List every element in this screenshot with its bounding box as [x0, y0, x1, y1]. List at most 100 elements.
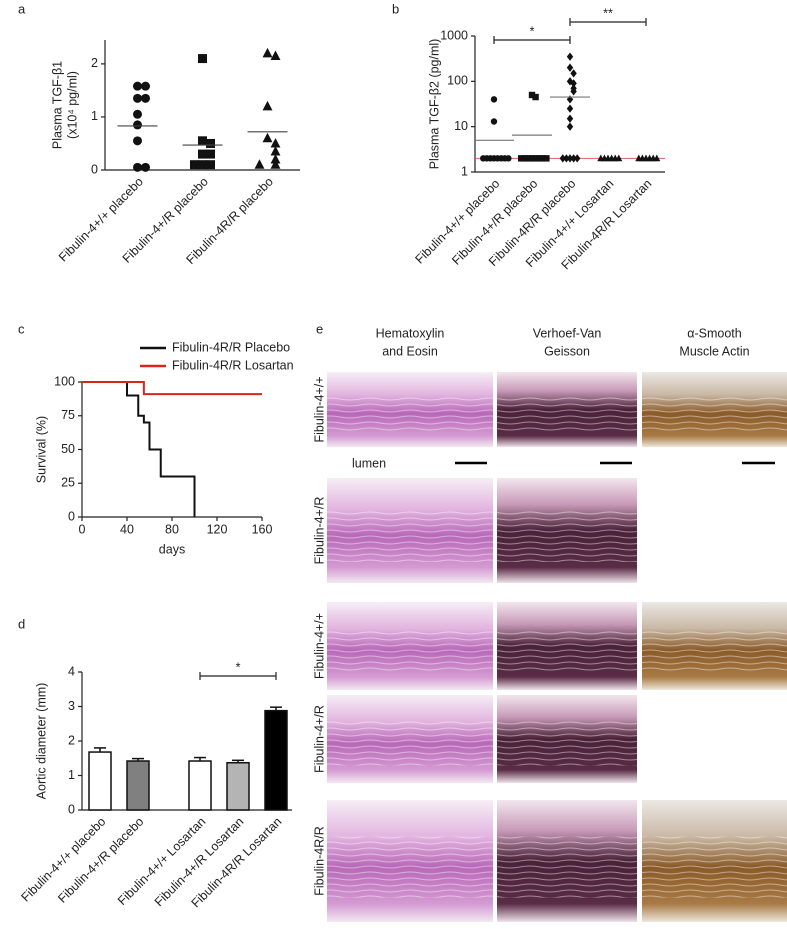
data-point [566, 114, 574, 123]
bar [226, 761, 250, 811]
column-header: Muscle Actin [679, 344, 749, 358]
survival-line [82, 381, 196, 517]
data-point [262, 100, 273, 111]
bar [126, 760, 150, 811]
histology-texture [327, 721, 493, 766]
row-label: Fibulin-4+/R [312, 705, 326, 773]
data-point [570, 69, 577, 78]
histology-texture [327, 394, 493, 432]
histology-texture [642, 836, 787, 898]
row-label: Fibulin-4+/+ [312, 613, 326, 679]
x-tick-label: 40 [120, 522, 134, 536]
data-point [141, 162, 150, 172]
data-point [566, 122, 574, 131]
histology-texture [642, 628, 787, 673]
data-point [206, 160, 215, 170]
lumen-label: lumen [352, 456, 386, 470]
data-point [133, 109, 142, 119]
histology-texture [327, 509, 493, 562]
y-tick-label: 2 [91, 56, 98, 70]
y-tick-label: 25 [61, 476, 75, 490]
data-point [262, 47, 273, 58]
y-tick-label: 1 [91, 109, 98, 123]
row-label: Fibulin-4+/R [312, 497, 326, 565]
data-point [574, 154, 581, 163]
data-point [133, 81, 142, 91]
histology-texture [497, 721, 637, 766]
data-point [270, 146, 281, 156]
significance-label: ** [603, 6, 613, 20]
data-point [532, 155, 539, 162]
panel-letter: e [316, 321, 323, 336]
histology-texture [327, 836, 493, 898]
data-point [528, 155, 536, 162]
column-header: Verhoef-Van [533, 326, 602, 340]
row-label: Fibulin-4+/+ [312, 376, 326, 442]
data-point [270, 153, 281, 164]
column-header: α-Smooth [687, 326, 742, 340]
data-point [532, 93, 539, 101]
data-point [563, 154, 570, 163]
y-tick-label: 100 [447, 74, 468, 88]
y-axis-label: (x10⁴ pg/ml) [65, 71, 79, 139]
significance-label: * [530, 24, 535, 38]
panel-letter: d [18, 616, 25, 631]
x-tick-label: 160 [252, 522, 273, 536]
data-point [536, 155, 543, 162]
data-point [270, 138, 281, 148]
column-header: and Eosin [382, 344, 438, 358]
data-point [270, 159, 281, 169]
y-tick-label: 1 [68, 768, 75, 782]
y-tick-label: 75 [61, 408, 75, 422]
data-point [133, 120, 142, 130]
histology-texture [642, 394, 787, 432]
y-tick-label: 4 [68, 664, 75, 678]
data-point [141, 93, 150, 103]
data-point [190, 160, 199, 170]
y-axis-label: Aortic diameter (mm) [34, 683, 48, 800]
histology-texture [497, 628, 637, 673]
y-tick-label: 100 [54, 374, 75, 388]
data-point [206, 149, 215, 159]
data-point [653, 154, 661, 162]
data-point [198, 160, 207, 170]
data-point [141, 81, 150, 91]
x-tick-label: 0 [79, 522, 86, 536]
data-point [198, 149, 207, 159]
data-point [198, 136, 207, 146]
column-header: Hematoxylin [376, 326, 445, 340]
bar [264, 709, 288, 811]
histology-texture [497, 836, 637, 898]
data-point [518, 155, 525, 162]
x-tick-label: 120 [207, 522, 228, 536]
y-tick-label: 0 [68, 802, 75, 816]
data-point [480, 155, 487, 162]
y-tick-label: 1000 [440, 28, 468, 42]
data-point [528, 91, 536, 99]
data-point [559, 154, 566, 163]
data-point [206, 138, 215, 148]
legend-label: Fibulin-4R/R Losartan [172, 358, 294, 372]
y-tick-label: 3 [68, 699, 75, 713]
data-point [133, 93, 142, 103]
x-axis-label: days [159, 542, 185, 556]
data-point [615, 154, 623, 162]
y-axis-label: Plasma TGF-β1 [50, 61, 64, 149]
y-tick-label: 50 [61, 442, 75, 456]
histology-texture [327, 628, 493, 673]
data-point [490, 96, 498, 103]
data-point [570, 87, 577, 96]
panel-letter: c [18, 321, 25, 336]
data-point [133, 136, 142, 146]
data-point [570, 154, 577, 163]
y-tick-label: 1 [461, 164, 468, 178]
y-axis-label: Survival (%) [34, 416, 48, 483]
histology-texture [497, 394, 637, 432]
data-point [543, 155, 550, 162]
row-label: Fibulin-4R/R [312, 826, 326, 895]
data-point [635, 154, 643, 162]
panel-letter: a [18, 1, 26, 16]
data-point [133, 162, 142, 172]
bar [88, 751, 112, 811]
data-point [597, 154, 605, 162]
